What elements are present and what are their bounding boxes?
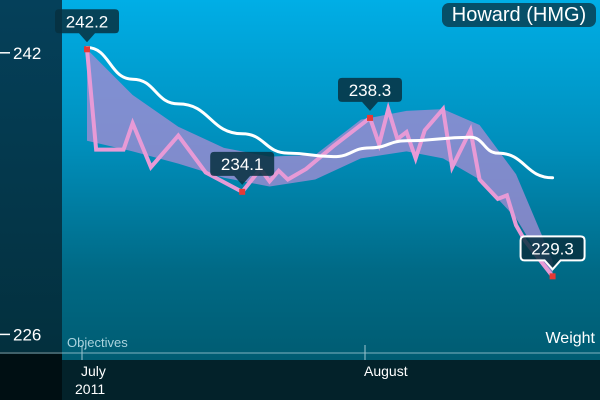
corner-panel [0,352,62,400]
value-callout-label: 238.3 [349,81,392,100]
value-marker [367,114,373,121]
y-tick-label: 226 [13,325,41,344]
value-callout[interactable] [519,235,586,271]
value-callout[interactable] [210,151,275,185]
x-tick-label: August [364,363,408,379]
x-tick-label: July [81,363,106,379]
value-callout[interactable] [338,77,402,111]
value-marker [84,46,90,53]
y-axis-panel [0,0,62,352]
value-callout-label: 229.3 [531,239,574,258]
objectives-label: Objectives [67,335,128,350]
trend-line [85,46,555,180]
x-tick-year: 2011 [75,381,105,397]
y-axis-label: Weight [545,330,595,347]
weight-series-line [85,49,555,278]
value-marker [239,188,246,195]
x-axis-bar [62,360,600,400]
confidence-band [87,49,553,279]
value-marker [549,273,556,280]
value-callout-label: 242.2 [66,12,109,31]
chart-title[interactable]: Howard (HMG) [442,3,596,27]
y-tick-label: 242 [13,44,41,63]
value-callout[interactable] [55,9,119,43]
value-callout-label: 234.1 [221,155,264,174]
